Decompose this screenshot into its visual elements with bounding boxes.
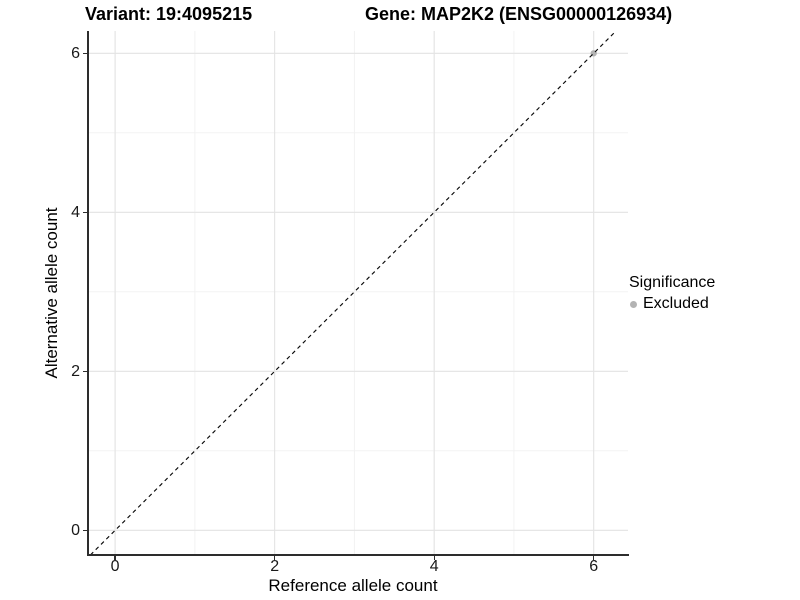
y-tick-mark [82,529,88,531]
x-tick-label: 6 [589,558,599,575]
legend: Significance Excluded [629,273,794,313]
y-tick-label: 2 [71,362,80,380]
y-axis-line [87,31,89,556]
y-axis-title: Alternative allele count [42,207,61,379]
x-tick-label: 0 [110,558,120,575]
y-tick-label: 4 [71,203,80,221]
plot-panel [88,31,628,555]
excluded-point-icon [630,300,637,308]
y-tick-mark [82,211,88,213]
x-tick-mark [273,555,276,561]
plot-area-svg [88,31,628,555]
y-tick-label: 0 [71,521,80,539]
x-tick-mark [593,555,595,561]
x-tick-label: 4 [429,558,439,575]
x-tick-mark [433,555,435,561]
y-tick-mark [82,52,88,54]
x-tick-mark [114,555,116,561]
legend-label-excluded: Excluded [643,295,709,312]
legend-item-excluded: Excluded [629,294,794,313]
x-tick-label: 2 [270,558,280,575]
y-tick-label: 6 [71,44,80,62]
identity-line [89,31,617,555]
gene-title: Gene: MAP2K2 (ENSG00000126934) [365,4,673,24]
legend-title: Significance [629,274,716,291]
variant-title: Variant: 19:4095215 [85,4,253,24]
x-axis-title: Reference allele count [268,576,438,595]
y-tick-mark [82,370,88,372]
x-axis-line [87,554,629,556]
